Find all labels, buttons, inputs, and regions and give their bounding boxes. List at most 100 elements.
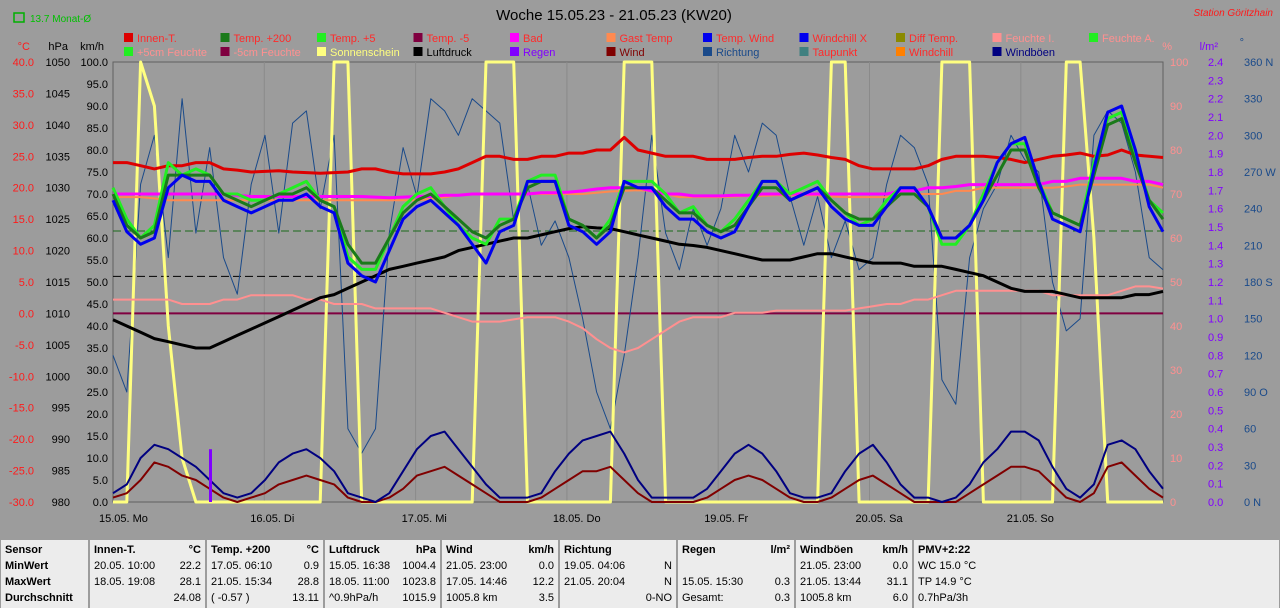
stats-header: Sensor xyxy=(5,544,43,556)
y-tick-label: 0.8 xyxy=(1208,350,1223,362)
legend-swatch xyxy=(896,47,905,56)
stats-unit: °C xyxy=(306,544,319,556)
y-tick-label: 90 xyxy=(1170,101,1182,113)
stats-cell: 21.05. 15:34 xyxy=(211,576,273,588)
y-tick-label: -25.0 xyxy=(9,466,34,478)
series-line-windb-en xyxy=(112,430,1164,503)
y-tick-label: 300 xyxy=(1244,130,1262,142)
legend-label: Luftdruck xyxy=(427,47,473,59)
legend-swatch xyxy=(317,47,326,56)
stats-cell: 0.7hPa/3h xyxy=(918,592,969,604)
chart-title: Woche 15.05.23 - 21.05.23 (KW20) xyxy=(496,7,732,24)
y-tick-label: -20.0 xyxy=(9,434,34,446)
stats-cell: 21.05. 23:00 xyxy=(800,560,862,572)
y-tick-label: 2.3 xyxy=(1208,75,1223,87)
legend-swatch xyxy=(606,33,616,42)
y-tick-label: 30 xyxy=(1170,365,1182,377)
stats-column: Regen l/m² 15.05. 15:30 0.3 Gesamt: 0.3 xyxy=(678,540,794,608)
y-tick-label: 25.0 xyxy=(87,387,108,399)
stats-column: Luftdruck hPa 15.05. 16:38 1004.4 18.05. 11:… xyxy=(325,540,440,608)
y-tick-label: 1045 xyxy=(46,88,70,100)
stats-value: 24.08 xyxy=(173,592,201,604)
y-tick-label: 40.0 xyxy=(13,57,34,69)
y-tick-label: 60.0 xyxy=(87,233,108,245)
y-tick-label: 30.0 xyxy=(13,120,34,132)
x-tick-label: 21.05. So xyxy=(1007,513,1054,525)
stats-column: Wind km/h 21.05. 23:00 0.0 17.05. 14:46 12.2 1… xyxy=(442,540,558,608)
y-tick-label: 0.6 xyxy=(1208,387,1223,399)
plot-area xyxy=(112,61,1164,503)
stats-value: 13.11 xyxy=(292,592,319,604)
stats-unit: km/h xyxy=(882,544,908,556)
legend-label: Feuchte I. xyxy=(1006,33,1055,45)
legend-label: Richtung xyxy=(716,47,759,59)
y-tick-label: 80 xyxy=(1170,145,1182,157)
legend-label: Wind xyxy=(620,47,645,59)
legend-swatch xyxy=(703,33,712,42)
stats-value: 31.1 xyxy=(886,576,908,588)
y-tick-label: 65.0 xyxy=(87,211,108,223)
stats-column: Temp. +200 °C 17.05. 06:10 0.9 21.05. 15:34 2… xyxy=(207,540,323,608)
y-tick-label: 40.0 xyxy=(87,321,108,333)
y-tick-label: -5.0 xyxy=(15,340,34,352)
y-tick-label: 1050 xyxy=(46,57,70,69)
y-tick-label: 1.4 xyxy=(1208,240,1223,252)
stats-cell: 15.05. 16:38 xyxy=(329,560,391,572)
y-tick-label: 985 xyxy=(52,466,70,478)
legend-label: Sonnenschein xyxy=(330,47,400,59)
stats-cell: MinWert xyxy=(5,560,49,572)
legend-label: Feuchte A. xyxy=(1102,33,1155,45)
stats-cell: ^0.9hPa/h xyxy=(329,592,379,604)
legend-swatch xyxy=(413,33,423,42)
y-tick-label: 0.0 xyxy=(93,497,108,509)
legend-label: Temp. +5 xyxy=(330,33,376,45)
axis-header-wind: km/h xyxy=(80,41,104,53)
series-line-feuchte-i- xyxy=(113,285,1164,354)
y-tick-label: 0.9 xyxy=(1208,332,1223,344)
stats-cell: 18.05. 11:00 xyxy=(329,576,390,588)
x-tick-label: 18.05. Do xyxy=(553,513,601,525)
legend-label: Regen xyxy=(523,47,555,59)
legend-label: Temp. Wind xyxy=(716,33,774,45)
stats-value: 3.5 xyxy=(538,592,554,604)
y-tick-label: 85.0 xyxy=(87,123,108,135)
y-tick-label: 150 xyxy=(1244,314,1262,326)
legend-label: -5cm Feuchte xyxy=(234,47,301,59)
legend-swatch xyxy=(124,33,133,42)
y-tick-label: 5.0 xyxy=(19,277,34,289)
stats-cell: MaxWert xyxy=(5,576,51,588)
y-tick-label: 1.7 xyxy=(1208,185,1223,197)
y-tick-label: -15.0 xyxy=(9,403,34,415)
series-line-sonnenschein xyxy=(113,60,1163,504)
y-tick-label: 100.0 xyxy=(80,57,108,69)
stats-value: 0.3 xyxy=(774,576,790,588)
y-tick-label: 1040 xyxy=(46,120,70,132)
y-tick-label: 0 N xyxy=(1244,497,1261,509)
legend-swatch xyxy=(220,33,230,42)
stats-cell: WC 15.0 °C xyxy=(918,560,977,572)
series-line-temp-wind xyxy=(111,104,1165,284)
legend-swatch xyxy=(896,33,905,42)
y-tick-label: 95.0 xyxy=(87,79,108,91)
station-name: Station Göritzhain xyxy=(1194,8,1274,19)
stats-unit: km/h xyxy=(528,544,554,556)
y-tick-label: 120 xyxy=(1244,350,1262,362)
y-tick-label: 55.0 xyxy=(87,255,108,267)
stats-value: N xyxy=(664,560,672,572)
legend-swatch xyxy=(510,33,519,42)
y-tick-label: 1.1 xyxy=(1208,295,1223,307)
stats-header: PMV+2:22 xyxy=(918,544,971,556)
axis-header-temp: °C xyxy=(18,41,30,53)
stats-cell: 15.05. 15:30 xyxy=(682,576,744,588)
stats-cell: 17.05. 14:46 xyxy=(446,576,508,588)
y-tick-label: 1.9 xyxy=(1208,149,1223,161)
legend-label: Windchill xyxy=(909,47,953,59)
y-tick-label: 995 xyxy=(52,403,70,415)
stats-cell: ( -0.57 ) xyxy=(211,592,250,604)
stats-value: 0.0 xyxy=(892,560,908,572)
legend-label: Taupunkt xyxy=(813,47,858,59)
stats-cell: 18.05. 19:08 xyxy=(94,576,156,588)
stats-header: Richtung xyxy=(564,544,612,556)
series-line-richtung xyxy=(112,98,1164,454)
legend-swatch xyxy=(413,47,423,56)
